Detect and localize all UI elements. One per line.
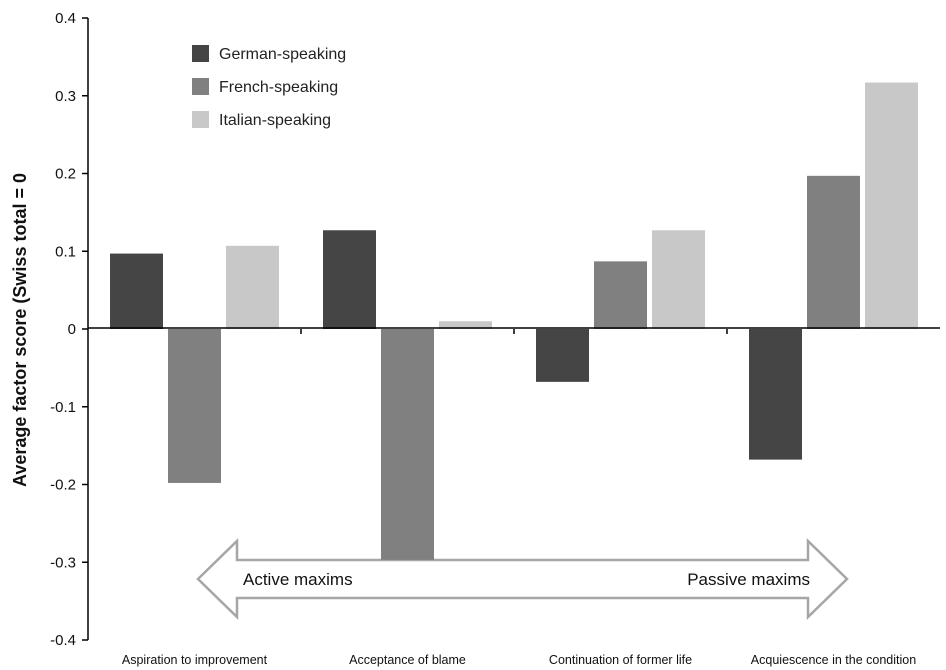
bars: [110, 82, 918, 560]
bar: [749, 329, 802, 460]
legend-label: German-speaking: [219, 46, 346, 63]
y-tick-label: 0.2: [55, 166, 76, 183]
category-label: Acceptance of blame: [349, 653, 466, 667]
y-tick-label: 0.3: [55, 88, 76, 105]
passive-maxims-label: Passive maxims: [687, 570, 810, 589]
category-labels: Aspiration to improvement Acceptance of b…: [122, 329, 916, 667]
bar: [226, 245, 279, 329]
legend-swatch: [192, 111, 209, 128]
bar: [536, 329, 589, 382]
y-tick-label: -0.4: [50, 632, 76, 649]
y-axis-label: Average factor score (Swiss total = 0: [10, 173, 30, 487]
bar: [594, 261, 647, 329]
category-label: Acquiescence in the condition: [751, 653, 916, 667]
y-tick-label: 0.4: [55, 10, 76, 27]
bar: [439, 321, 492, 329]
legend-label: Italian-speaking: [219, 112, 331, 129]
bar: [865, 82, 918, 329]
legend: German-speaking French-speaking Italian-sp…: [192, 45, 346, 129]
y-tick-label: 0.1: [55, 243, 76, 260]
double-arrow-shape: [196, 538, 849, 620]
category-label: Aspiration to improvement: [122, 653, 268, 667]
legend-swatch: [192, 45, 209, 62]
bar: [381, 329, 434, 560]
legend-swatch: [192, 78, 209, 95]
bar: [110, 253, 163, 329]
y-ticks: -0.4 -0.3 -0.2 -0.1 0 0.1 0.2 0.3 0.4: [50, 10, 88, 649]
bar: [652, 230, 705, 329]
active-maxims-label: Active maxims: [243, 570, 353, 589]
legend-label: French-speaking: [219, 79, 338, 96]
bar: [323, 230, 376, 329]
category-label: Continuation of former life: [549, 653, 692, 667]
y-tick-label: 0: [68, 321, 76, 338]
y-tick-label: -0.2: [50, 477, 76, 494]
y-tick-label: -0.3: [50, 554, 76, 571]
bar: [807, 175, 860, 329]
y-tick-label: -0.1: [50, 399, 76, 416]
maxims-arrow-annotation: Active maxims Passive maxims: [196, 538, 849, 620]
bar: [168, 329, 221, 483]
